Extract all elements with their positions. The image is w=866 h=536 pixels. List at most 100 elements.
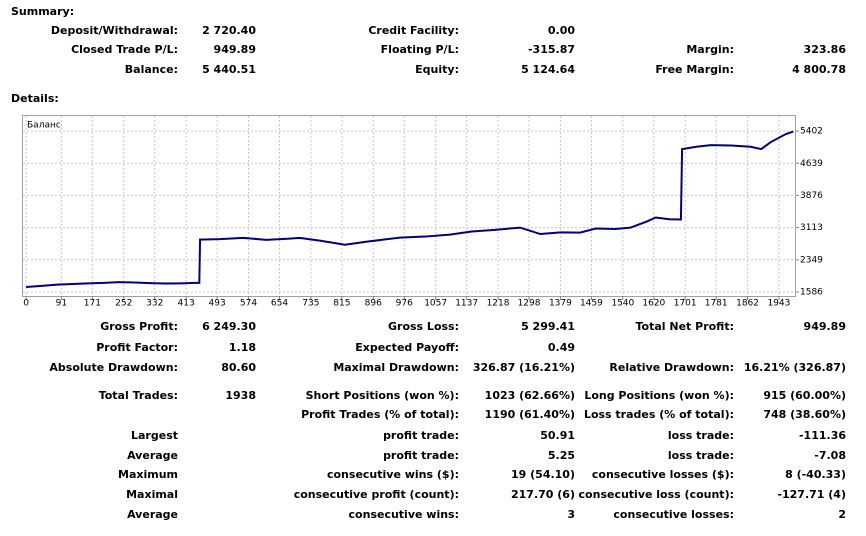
- x-tick-label: 493: [209, 299, 226, 309]
- x-tick-label: 332: [146, 299, 163, 309]
- summary-title: Summary:: [11, 5, 74, 18]
- x-tick-label: 1057: [424, 299, 447, 309]
- field-value: -7.08: [814, 449, 846, 462]
- field-value: 1.18: [229, 341, 256, 354]
- x-tick-label: 815: [333, 299, 350, 309]
- field-label: Total Trades:: [99, 389, 178, 402]
- field-label: Maximum: [118, 468, 178, 481]
- field-label: Long Positions (won %):: [584, 389, 734, 402]
- field-label: loss trade:: [668, 449, 734, 462]
- x-tick-label: 171: [84, 299, 101, 309]
- field-value: -127.71 (4): [777, 488, 846, 501]
- x-tick-label: 1781: [705, 299, 728, 309]
- legend-label: Баланс: [27, 121, 61, 131]
- field-value: 16.21% (326.87): [744, 361, 846, 374]
- field-label: Average: [127, 508, 178, 521]
- field-label: Gross Profit:: [100, 320, 178, 333]
- x-tick-label: 1298: [518, 299, 541, 309]
- field-label: Absolute Drawdown:: [49, 361, 178, 374]
- field-value: 5 440.51: [202, 63, 256, 76]
- field-value: 5 124.64: [521, 63, 575, 76]
- field-label: Balance:: [125, 63, 178, 76]
- field-value: 50.91: [540, 429, 575, 442]
- field-value: 323.86: [804, 43, 847, 56]
- field-label: Expected Payoff:: [355, 341, 459, 354]
- field-value: 4 800.78: [792, 63, 846, 76]
- field-value: 5.25: [548, 449, 575, 462]
- x-tick-label: 1701: [674, 299, 697, 309]
- field-label: Total Net Profit:: [636, 320, 735, 333]
- x-tick-label: 654: [271, 299, 288, 309]
- y-tick-label: 2349: [800, 255, 823, 265]
- field-label: Profit Trades (% of total):: [301, 408, 459, 421]
- field-label: consecutive profit (count):: [294, 488, 459, 501]
- x-tick-label: 574: [240, 299, 257, 309]
- x-tick-label: 1943: [767, 299, 790, 309]
- field-value: -315.87: [528, 43, 575, 56]
- y-tick-label: 4639: [800, 159, 823, 169]
- field-value: 1023 (62.66%): [485, 389, 575, 402]
- balance-line: [26, 130, 794, 288]
- field-value: 217.70 (6): [511, 488, 575, 501]
- field-value: 326.87 (16.21%): [473, 361, 575, 374]
- x-tick-label: 896: [365, 299, 382, 309]
- field-value: -111.36: [799, 429, 846, 442]
- field-value: 0.49: [548, 341, 575, 354]
- field-value: 0.00: [548, 24, 575, 37]
- chart-frame: [22, 115, 796, 297]
- details-title: Details:: [11, 92, 59, 105]
- field-label: profit trade:: [383, 449, 459, 462]
- field-label: consecutive losses:: [613, 508, 734, 521]
- field-label: Margin:: [686, 43, 734, 56]
- field-label: Average: [127, 449, 178, 462]
- field-label: Closed Trade P/L:: [71, 43, 178, 56]
- field-label: consecutive loss (count):: [579, 488, 734, 501]
- field-value: 2 720.40: [202, 24, 256, 37]
- field-value: 3: [567, 508, 575, 521]
- field-label: Maximal: [126, 488, 178, 501]
- field-label: Deposit/Withdrawal:: [51, 24, 178, 37]
- y-tick-label: 3113: [800, 223, 823, 233]
- field-value: 748 (38.60%): [763, 408, 846, 421]
- x-tick-label: 1620: [642, 299, 665, 309]
- field-value: 2: [838, 508, 846, 521]
- field-label: Maximal Drawdown:: [333, 361, 459, 374]
- field-label: Profit Factor:: [96, 341, 178, 354]
- x-tick-label: 1459: [580, 299, 603, 309]
- field-value: 5 299.41: [521, 320, 575, 333]
- field-value: 19 (54.10): [511, 468, 575, 481]
- field-value: 915 (60.00%): [763, 389, 846, 402]
- y-tick-label: 3876: [800, 191, 823, 201]
- x-tick-label: 1862: [736, 299, 759, 309]
- field-label: consecutive wins:: [349, 508, 459, 521]
- field-label: consecutive losses ($):: [592, 468, 734, 481]
- field-value: 1190 (61.40%): [485, 408, 575, 421]
- field-label: Credit Facility:: [368, 24, 459, 37]
- field-label: Floating P/L:: [381, 43, 459, 56]
- field-value: 6 249.30: [202, 320, 256, 333]
- x-tick-label: 1379: [549, 299, 572, 309]
- x-tick-label: 0: [23, 299, 29, 309]
- y-tick-label: 1586: [800, 287, 823, 297]
- field-label: consecutive wins ($):: [327, 468, 459, 481]
- field-value: 949.89: [804, 320, 846, 333]
- field-value: 1938: [225, 389, 256, 402]
- field-label: Loss trades (% of total):: [584, 408, 734, 421]
- field-label: Equity:: [415, 63, 459, 76]
- field-label: Free Margin:: [655, 63, 734, 76]
- y-tick-label: 5402: [800, 127, 823, 137]
- field-value: 80.60: [221, 361, 256, 374]
- x-tick-label: 1540: [611, 299, 634, 309]
- x-tick-label: 91: [56, 299, 67, 309]
- field-value: 949.89: [214, 43, 256, 56]
- x-tick-label: 1218: [487, 299, 510, 309]
- field-label: profit trade:: [383, 429, 459, 442]
- x-tick-label: 252: [115, 299, 132, 309]
- x-tick-label: 976: [396, 299, 413, 309]
- field-label: Gross Loss:: [388, 320, 459, 333]
- x-tick-label: 413: [178, 299, 195, 309]
- x-tick-label: 1137: [455, 299, 478, 309]
- field-value: 8 (-40.33): [785, 468, 846, 481]
- field-label: Relative Drawdown:: [609, 361, 734, 374]
